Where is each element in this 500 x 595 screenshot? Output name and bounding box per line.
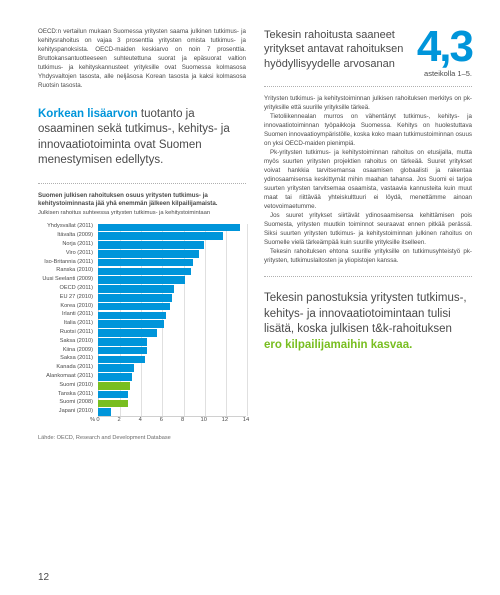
bar-label: Suomi (2008) [38,400,96,406]
bar-label: Korea (2010) [38,304,96,310]
bar [98,373,132,381]
bar [98,259,193,267]
divider [264,86,472,87]
stat-box: Tekesin rahoitusta saaneet yritykset ant… [264,28,472,78]
bar [98,312,166,320]
bar [98,356,145,364]
body-text: Yritysten tutkimus- ja kehitystoiminnan … [264,95,472,266]
pullquote2-pre: Tekesin panostuksia yritysten tutkimus-,… [264,292,467,335]
divider [264,276,472,277]
pullquote-accent: Korkean lisäarvon [38,108,138,120]
chart-source: Lähde: OECD, Research and Development Da… [38,435,246,441]
bar-label: Ruotsi (2011) [38,330,96,336]
x-tick: 0 [96,417,99,423]
chart-subtitle: Julkisen rahoitus suhteessa yritysten tu… [38,210,246,218]
stat-text: Tekesin rahoitusta saaneet yritykset ant… [264,28,407,71]
x-tick: 12 [222,417,228,423]
bar-label: Japani (2010) [38,409,96,415]
bar [98,338,147,346]
bar [98,303,170,311]
x-tick: 2 [118,417,121,423]
bar [98,347,147,355]
stat-scale: asteikolla 1–5. [417,69,472,78]
body-paragraph: Tietoliikennealan murros on vähentänyt t… [264,113,472,149]
pullquote-right: Tekesin panostuksia yritysten tutkimus-,… [264,291,472,353]
bar-label: Kanada (2011) [38,365,96,371]
stat-number: 4,3 [417,28,472,65]
bar [98,329,157,337]
bar [98,320,164,328]
bar-chart: Yhdysvallat (2011) Itävalta (2009) Norja (… [38,224,246,418]
bar-label: Italia (2011) [38,321,96,327]
bar [98,382,130,390]
bar-label: Tanska (2011) [38,392,96,398]
intro-paragraph: OECD:n vertailun mukaan Suomessa yrityst… [38,28,246,91]
x-tick: 6 [160,417,163,423]
bar-label: Suomi (2010) [38,383,96,389]
stat-number-block: 4,3 asteikolla 1–5. [417,28,472,78]
bar-label: Itävalta (2009) [38,233,96,239]
x-tick: 4 [139,417,142,423]
pullquote-left: Korkean lisäarvon tuotanto ja osaaminen … [38,107,246,169]
bar [98,232,223,240]
bar-label: OECD (2011) [38,286,96,292]
body-paragraph: Yritysten tutkimus- ja kehitystoiminnan … [264,95,472,113]
bar-label: Iso-Britannia (2011) [38,260,96,266]
pullquote2-accent: ero kilpailijamaihin kasvaa. [264,339,412,351]
bar-label: Saksa (2011) [38,356,96,362]
page-number: 12 [38,572,472,583]
x-tick: 10 [200,417,206,423]
x-tick: 8 [181,417,184,423]
bar [98,224,240,232]
bar-label: Uusi Seelanti (2009) [38,277,96,283]
bar [98,408,111,416]
x-tick: 14 [243,417,249,423]
bar-label: Irlanti (2011) [38,312,96,318]
body-paragraph: Jos suuret yritykset siirtävät ydinosaam… [264,212,472,248]
body-paragraph: Pk-yritysten tutkimus- ja kehitystoiminn… [264,149,472,212]
right-column: Tekesin rahoitusta saaneet yritykset ant… [264,28,472,572]
left-column: OECD:n vertailun mukaan Suomessa yrityst… [38,28,246,572]
bar [98,276,185,284]
bar-label: Saksa (2010) [38,339,96,345]
body-paragraph: Tekesin rahoituksen ehtona suurille yrit… [264,248,472,266]
bar-label: EU 27 (2010) [38,295,96,301]
bar [98,285,174,293]
bar [98,268,191,276]
chart-caption: Suomen julkisen rahoituksen osuus yritys… [38,192,246,208]
bar-label: Ranska (2010) [38,268,96,274]
bar [98,294,172,302]
page: OECD:n vertailun mukaan Suomessa yrityst… [0,0,500,595]
bar-label: Yhdysvallat (2011) [38,224,96,230]
bar-label: Norja (2011) [38,242,96,248]
divider [38,183,246,184]
bar-label: Alankomaat (2011) [38,374,96,380]
bar [98,391,128,399]
bar-label: Viro (2011) [38,251,96,257]
x-axis-unit: % [90,417,95,423]
bar [98,250,199,258]
bar [98,400,128,408]
bar [98,241,204,249]
bar [98,364,134,372]
two-column-layout: OECD:n vertailun mukaan Suomessa yrityst… [38,28,472,572]
bar-label: Kiina (2009) [38,348,96,354]
